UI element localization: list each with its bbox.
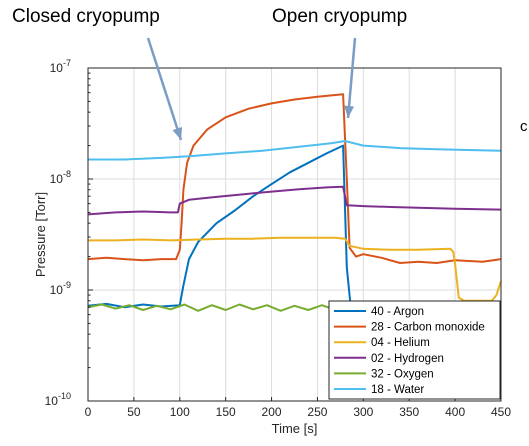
series-line-4 [87,185,502,216]
series-line-6 [88,140,502,161]
open-cryopump-annotation: Open cryopump [272,6,408,27]
axes: 0 50 100 150 200 250 300 350 400 450 10-10 10-9 10-8… [33,58,511,436]
x-tick-label: 0 [85,405,92,419]
legend: 40 - Argon 28 - Carbon monoxide 04 - Heliu… [328,300,501,400]
annotation-arrows [146,37,357,141]
x-tick-label: 300 [353,405,373,419]
open-cryopump-arrow [344,37,357,119]
y-tick-label: 10-10 [45,391,71,408]
x-tick-label: 350 [399,405,419,419]
y-tick-label: 10-7 [50,58,71,75]
cropped-edge-text: c [520,118,528,135]
x-tick-label: 450 [491,405,511,419]
arrow-shaft [346,37,357,119]
x-tick-label: 150 [216,405,236,419]
y-tick-label: 10-9 [50,280,71,297]
legend-entry: 40 - Argon [371,306,424,318]
axes-box [87,67,502,402]
x-tick-label: 200 [262,405,282,419]
closed-cryopump-arrow [146,37,183,141]
legend-entry: 28 - Carbon monoxide [371,322,485,334]
x-tick-label: 250 [307,405,327,419]
closed-cryopump-annotation: Closed cryopump [12,6,160,27]
y-axis-label: Pressure [Torr] [33,192,48,277]
x-tick-label: 100 [170,405,190,419]
legend-entry: 18 - Water [371,384,424,396]
x-axis-label: Time [s] [272,421,318,436]
arrow-head [172,127,183,140]
x-tick-label: 50 [127,405,141,419]
arrow-shaft [146,37,183,141]
series-line-2 [87,93,502,264]
legend-box [328,300,501,400]
legend-entry: 04 - Helium [371,337,430,349]
arrow-head [344,105,355,118]
legend-entry: 32 - Oxygen [371,368,434,380]
y-tick-label: 10-8 [50,169,71,186]
x-tick-label: 400 [445,405,465,419]
legend-entry: 02 - Hydrogen [371,353,444,365]
